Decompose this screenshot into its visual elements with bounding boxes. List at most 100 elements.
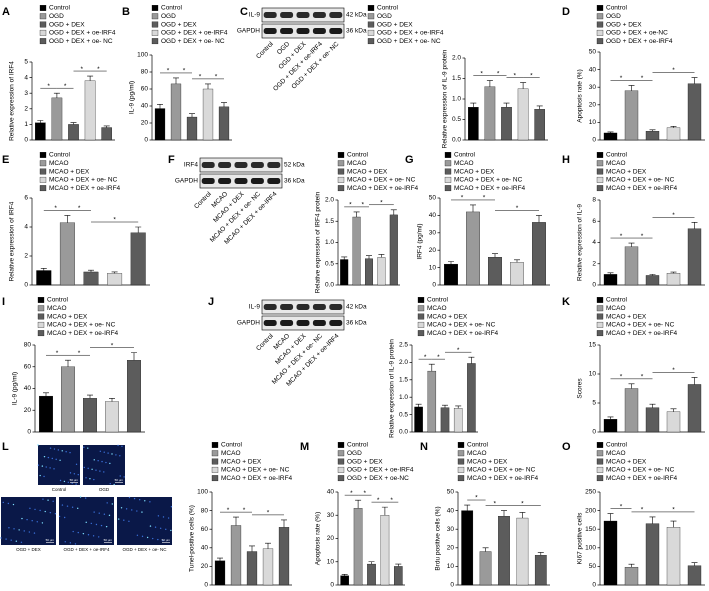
error-bar: [157, 104, 163, 109]
y-axis-label: IL-9 (pg/ml): [12, 372, 19, 405]
y-axis-label: Relative expression of IL-9 protein: [442, 49, 449, 148]
blot-size-label: 52 kDa: [284, 162, 305, 169]
legend-swatch: [337, 466, 345, 473]
blot-band: [312, 28, 326, 34]
y-tick-label: 0: [592, 137, 596, 144]
legend-label: Control: [377, 5, 399, 12]
cell-dot: [26, 518, 28, 521]
error-bar: [65, 359, 71, 367]
micrograph: [59, 497, 114, 545]
cell-dot: [45, 466, 47, 468]
cell-dot: [47, 456, 50, 459]
cell-dot: [57, 449, 60, 451]
error-bar: [670, 408, 677, 412]
cell-dot: [108, 514, 111, 517]
blot-band: [218, 162, 232, 168]
cell-dot: [136, 510, 138, 512]
cell-dot: [51, 457, 53, 460]
legend-label: MCAO + DEX + oe- NC: [454, 177, 523, 184]
legend-swatch: [151, 21, 159, 28]
error-bar: [537, 552, 544, 556]
y-axis-label: Relative expression of IL-9: [577, 204, 584, 281]
legend-swatch: [596, 321, 604, 328]
y-tick-label: 20: [429, 247, 437, 254]
legend-label: OGD: [377, 13, 392, 20]
error-bar: [43, 392, 49, 397]
y-tick-label: 40: [201, 545, 209, 552]
legend-swatch: [337, 160, 345, 167]
cell-dot: [106, 502, 108, 504]
scale-label: 50 μm: [46, 538, 55, 542]
error-bar: [341, 256, 348, 260]
cell-dot: [2, 501, 4, 504]
lane-label: Control: [255, 40, 275, 60]
significance-label: *: [437, 354, 440, 361]
blot-band: [263, 304, 277, 310]
cell-dot: [33, 532, 36, 534]
cell-dot: [90, 522, 93, 525]
error-bar: [249, 545, 255, 552]
y-tick-label: 20: [589, 102, 597, 109]
cell-dot: [8, 527, 10, 529]
panel-letter: M: [300, 441, 309, 453]
cell-dot: [21, 517, 23, 520]
y-tick-label: 40: [24, 385, 32, 392]
legend-swatch: [39, 5, 47, 11]
blot-size-label: 36 kDa: [346, 320, 367, 327]
cell-dot: [119, 475, 121, 477]
legend-label: MCAO: [49, 160, 69, 167]
bar: [467, 363, 476, 433]
panel-letter: O: [562, 441, 571, 453]
cell-dot: [133, 497, 136, 500]
significance-label: *: [530, 72, 533, 79]
y-tick-label: 10: [327, 558, 335, 565]
legend-swatch: [37, 297, 45, 303]
error-bar: [501, 510, 507, 517]
legend-label: MCAO + DEX: [49, 168, 90, 175]
y-axis-label: Relative expression of IRF4: [9, 201, 16, 281]
significance-label: *: [267, 510, 270, 517]
legend-swatch: [211, 442, 219, 448]
legend-label: MCAO + DEX + oe- NC: [606, 322, 675, 329]
micrograph-label: OGD + DEX + oe- NC: [122, 547, 167, 552]
error-bar: [53, 92, 60, 98]
cell-dot: [36, 521, 38, 523]
bar: [389, 214, 398, 286]
cell-dot: [41, 465, 44, 467]
cell-dot: [99, 470, 101, 472]
bar: [230, 525, 242, 586]
bar: [340, 575, 350, 586]
legend-label: OGD + DEX + oe-IRF4: [377, 30, 444, 37]
error-bar: [189, 113, 195, 118]
cell-dot: [128, 520, 130, 522]
legend-swatch: [417, 297, 425, 303]
y-tick-label: 100: [197, 489, 208, 496]
bar: [645, 407, 660, 433]
significance-label: *: [81, 66, 84, 73]
legend-label: MCAO + DEX: [427, 313, 468, 320]
legend-label: MCAO: [454, 160, 474, 167]
bar: [51, 97, 63, 141]
cell-dot: [87, 534, 90, 536]
y-tick-label: 40: [429, 212, 437, 219]
significance-label: *: [521, 500, 524, 507]
cell-dot: [49, 447, 52, 449]
cell-dot: [101, 460, 103, 463]
legend-swatch: [39, 29, 47, 36]
bar: [84, 80, 96, 141]
legend-swatch: [596, 21, 604, 28]
error-bar: [40, 268, 47, 271]
error-bar: [670, 125, 677, 128]
legend-swatch: [337, 458, 345, 465]
legend-label: MCAO + DEX + oe-IRF4: [606, 330, 678, 337]
error-bar: [442, 404, 448, 408]
cell-dot: [123, 519, 125, 521]
y-tick-label: 0: [432, 282, 436, 289]
y-tick-label: 20: [201, 563, 209, 570]
cell-dot: [58, 515, 61, 518]
error-bar: [395, 563, 402, 567]
legend-swatch: [596, 38, 604, 45]
y-tick-label: 0.5: [399, 411, 408, 418]
y-tick-label: 1.0: [325, 239, 334, 246]
legend-swatch: [417, 313, 425, 320]
